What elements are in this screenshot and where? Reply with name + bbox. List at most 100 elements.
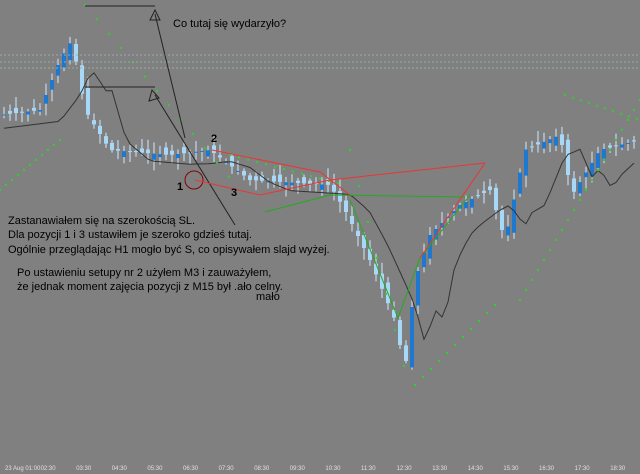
- sar-dot: [611, 109, 615, 113]
- candle: [38, 110, 42, 112]
- candle: [542, 141, 546, 149]
- candle: [362, 235, 366, 248]
- sar-dot: [477, 319, 481, 323]
- candle: [554, 136, 558, 146]
- sar-dot: [614, 138, 618, 142]
- sar-dot: [300, 172, 304, 175]
- candle: [254, 176, 258, 181]
- candle: [428, 235, 432, 259]
- sar-dot: [518, 298, 522, 302]
- marker-label: 2: [211, 133, 217, 145]
- time-label: 02:30: [41, 466, 57, 472]
- candle: [26, 111, 30, 115]
- candle: [14, 107, 18, 113]
- candle: [302, 177, 306, 184]
- sar-dot: [336, 181, 340, 185]
- candle: [422, 253, 426, 268]
- sar-dot: [28, 163, 32, 167]
- sar-dot: [595, 104, 599, 107]
- sar-dot: [22, 168, 26, 172]
- trade-line: [211, 149, 351, 196]
- sar-dot: [264, 163, 268, 166]
- sar-dot: [10, 178, 14, 182]
- sar-dot: [237, 156, 241, 159]
- candle: [464, 202, 468, 209]
- sar-dot: [255, 160, 259, 164]
- candle: [488, 186, 492, 190]
- note: Po ustawieniu setupy nr 2 użyłem M3 i za…: [17, 267, 271, 279]
- sar-dot: [366, 220, 370, 224]
- sar-dot: [227, 175, 231, 179]
- candle: [224, 162, 228, 163]
- candle: [32, 107, 36, 111]
- candle: [194, 151, 198, 153]
- sar-dot: [375, 256, 379, 260]
- candle: [176, 154, 180, 159]
- candle: [212, 145, 216, 153]
- time-label: 23 Aug 01:00: [5, 466, 41, 472]
- candle: [320, 184, 324, 190]
- candle: [104, 136, 108, 144]
- time-label: 12:30: [397, 466, 413, 472]
- candle: [86, 87, 90, 115]
- candle: [482, 190, 486, 193]
- candle: [494, 187, 498, 210]
- candle: [62, 53, 66, 68]
- candle: [248, 175, 252, 180]
- time-label: 10:30: [325, 466, 341, 472]
- sar-dot: [384, 292, 388, 296]
- sar-dot: [429, 367, 433, 371]
- candle: [158, 154, 162, 158]
- time-label: 14:30: [468, 466, 484, 472]
- candle: [380, 273, 384, 289]
- sar-dot: [58, 138, 62, 142]
- sar-dot: [413, 383, 417, 387]
- sar-dot: [16, 173, 20, 177]
- marker-circle: [184, 170, 204, 190]
- sar-dot: [203, 147, 207, 150]
- sar-dot: [4, 183, 8, 187]
- candle: [98, 125, 102, 134]
- candle: [56, 65, 60, 76]
- candle: [2, 114, 6, 116]
- sar-dot: [40, 153, 44, 157]
- sar-dot: [469, 327, 473, 331]
- sar-dot: [530, 278, 534, 282]
- candle: [452, 211, 456, 214]
- arrow-head: [148, 88, 160, 102]
- time-label: 16:30: [539, 466, 555, 472]
- sar-dot: [348, 148, 352, 152]
- trade-line: [264, 194, 466, 213]
- candle: [374, 263, 378, 275]
- arrow: [154, 13, 186, 139]
- sar-dot: [445, 351, 449, 355]
- sar-dot: [603, 107, 607, 110]
- candle: [272, 175, 276, 182]
- candle: [314, 182, 318, 185]
- sar-dot: [620, 128, 624, 132]
- sar-dot: [282, 167, 286, 171]
- candle: [530, 146, 534, 148]
- sar-dot: [453, 343, 457, 347]
- candle: [590, 162, 594, 177]
- arrow-head: [149, 8, 161, 21]
- moving-average: [3, 72, 635, 341]
- sar-dot: [579, 99, 583, 102]
- time-label: 15:30: [503, 466, 519, 472]
- sar-dot: [619, 112, 623, 115]
- sar-dot: [228, 153, 232, 157]
- arrow: [154, 94, 236, 226]
- candle: [626, 143, 630, 144]
- candle: [74, 43, 78, 62]
- sar-dot: [572, 208, 576, 212]
- candle: [260, 175, 264, 181]
- sar-dot: [357, 184, 361, 188]
- time-label: 09:30: [290, 466, 306, 472]
- candle: [410, 307, 414, 368]
- candle: [350, 216, 354, 224]
- candle: [20, 111, 24, 113]
- sar-dot: [493, 303, 497, 307]
- candle: [404, 345, 408, 361]
